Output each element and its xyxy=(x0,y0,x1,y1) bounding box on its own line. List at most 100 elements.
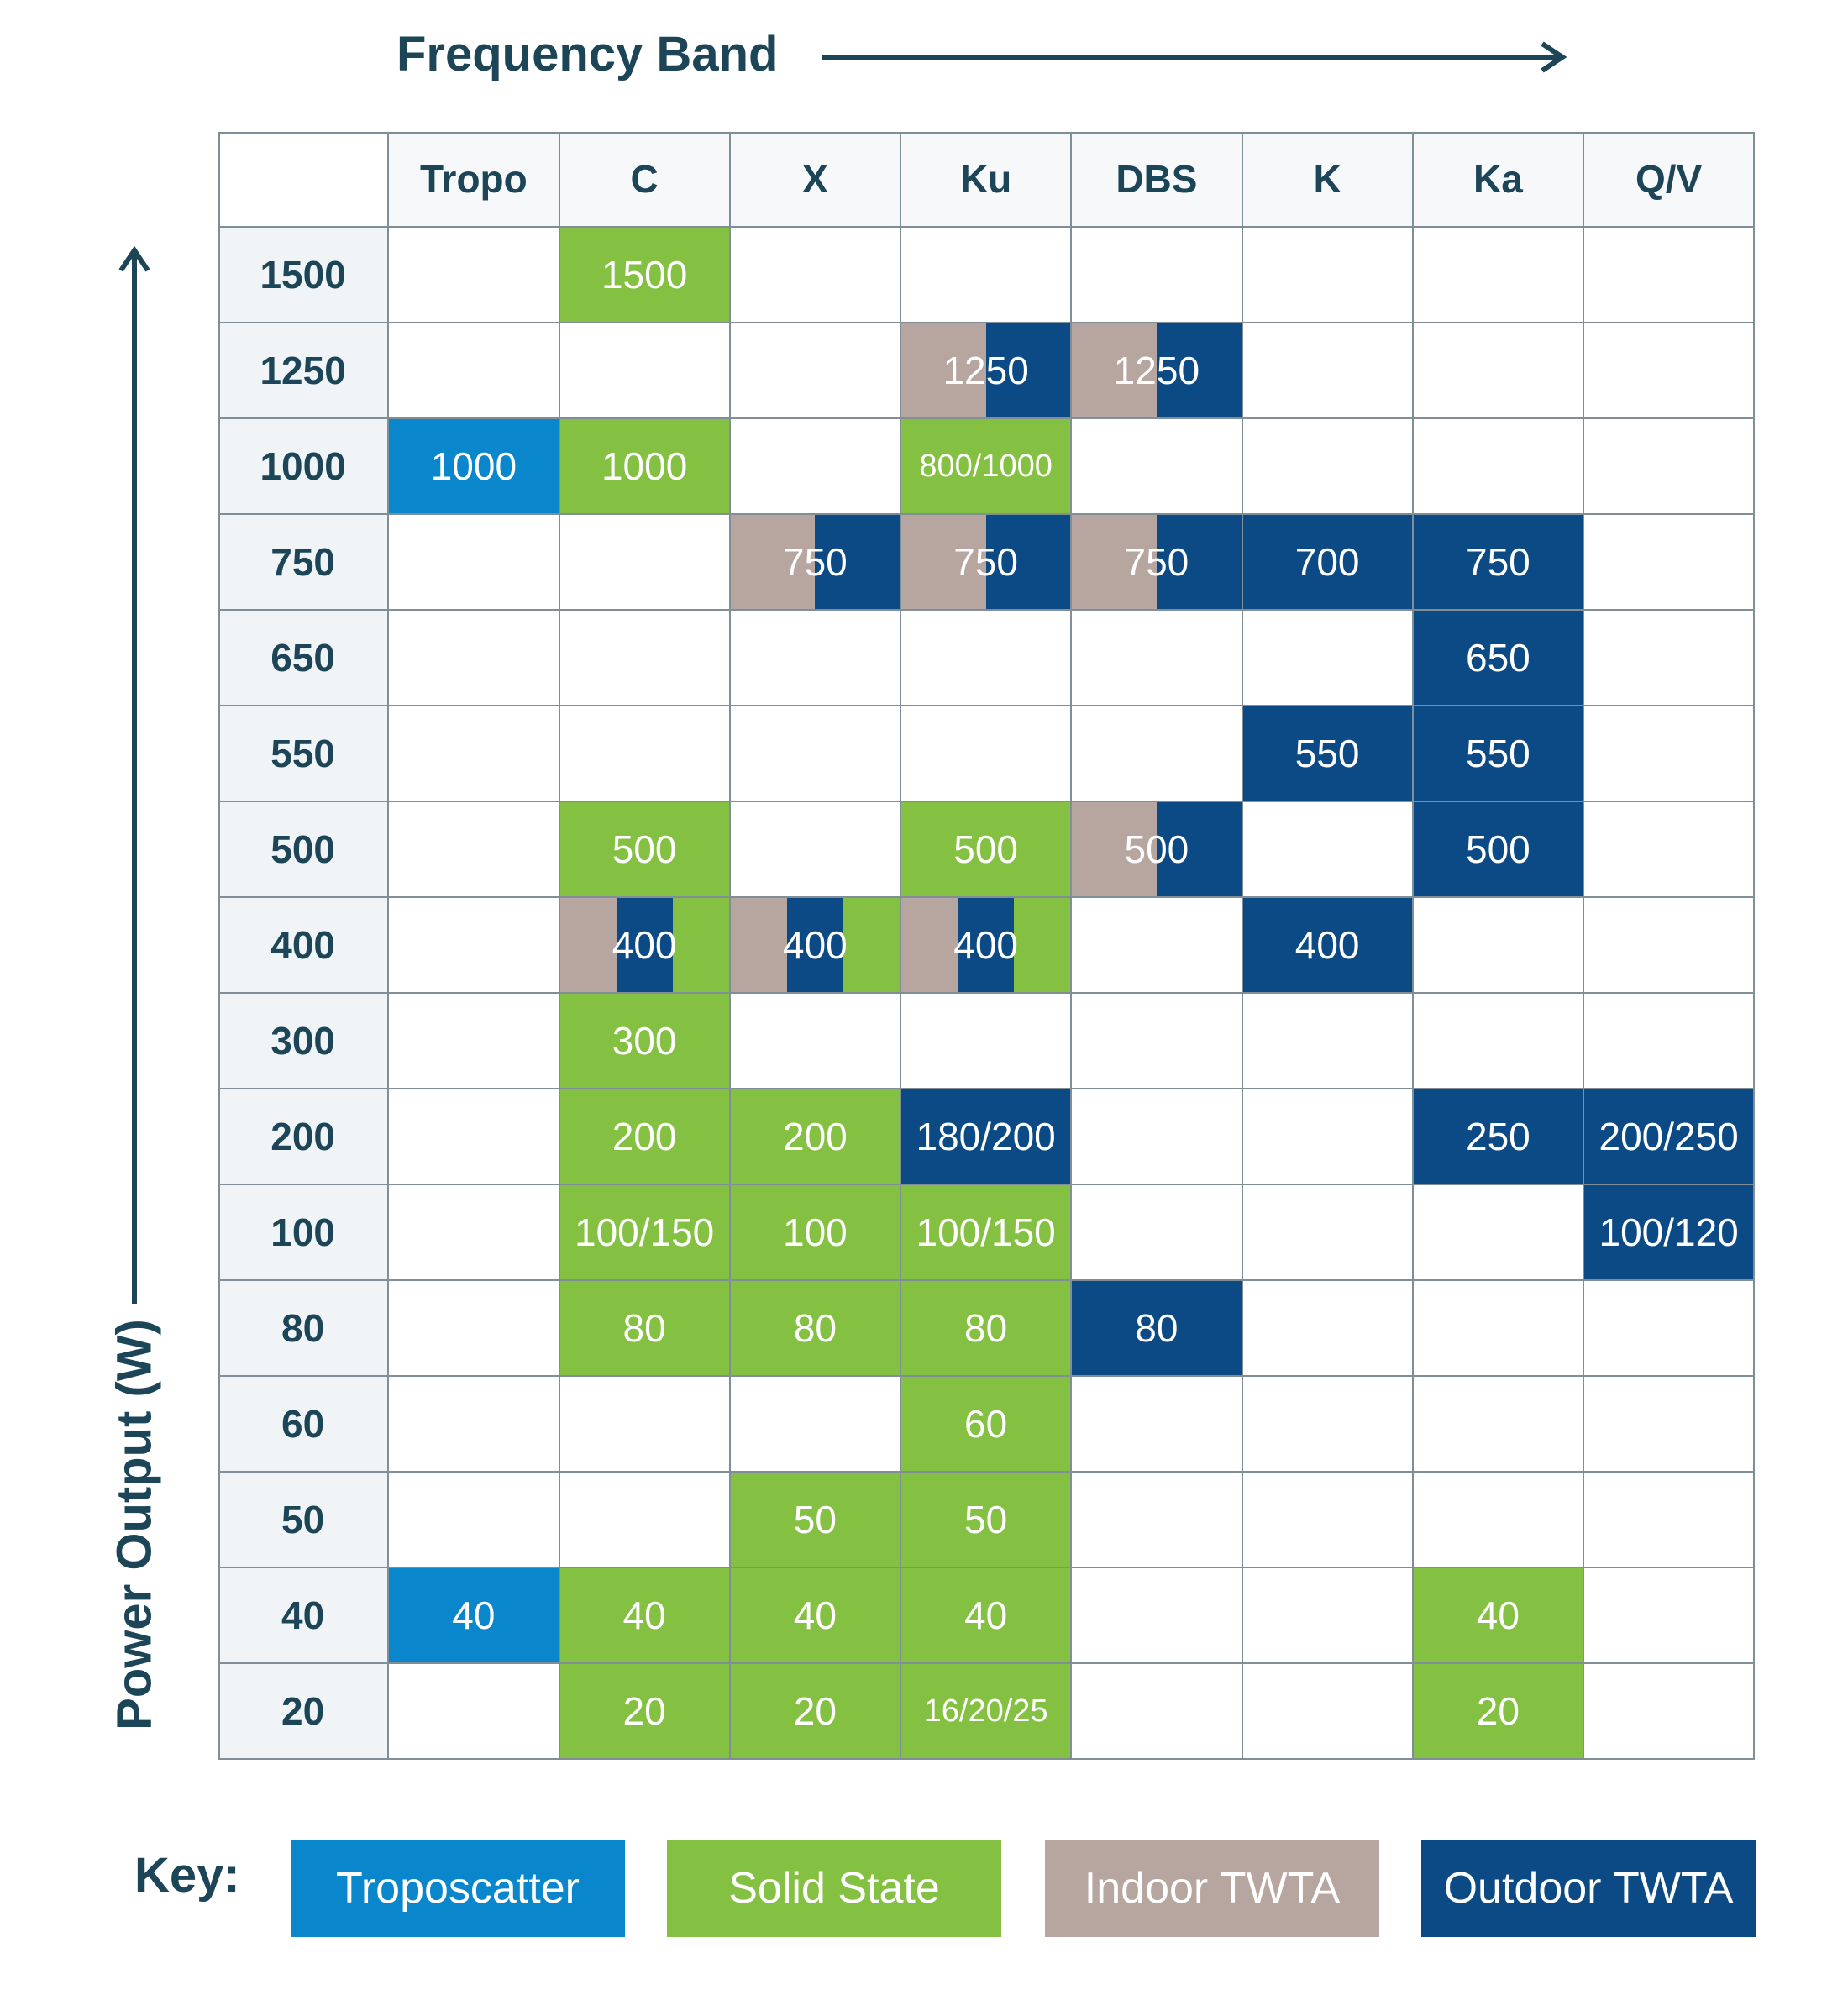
table-cell xyxy=(559,515,731,611)
cell-value: 50 xyxy=(793,1498,837,1541)
table-cell: 80 xyxy=(730,1281,901,1377)
cell-value: 400 xyxy=(783,923,848,967)
table-cell xyxy=(1413,419,1584,515)
row-header: 60 xyxy=(218,1377,390,1473)
technology-segment xyxy=(1072,515,1157,609)
table-cell xyxy=(1584,994,1756,1089)
cell-value: 400 xyxy=(612,923,677,967)
cell-value: 60 xyxy=(964,1402,1008,1446)
table-cell xyxy=(1242,611,1414,706)
table-cell xyxy=(389,515,560,611)
technology-segment xyxy=(1156,323,1242,417)
row-header: 80 xyxy=(218,1281,390,1377)
table-cell xyxy=(1072,1185,1243,1281)
cell-value: 200/250 xyxy=(1599,1115,1739,1158)
row-header: 1000 xyxy=(218,419,390,515)
table-cell: 500 xyxy=(559,802,731,898)
table-cell xyxy=(1584,515,1756,611)
row-header: 100 xyxy=(218,1185,390,1281)
cell-value: 50 xyxy=(964,1498,1008,1541)
cell-value: 200 xyxy=(612,1115,677,1158)
table-cell xyxy=(1242,323,1414,419)
table-cell xyxy=(389,1473,560,1568)
table-cell xyxy=(1072,419,1243,515)
cell-value: 80 xyxy=(793,1306,837,1350)
table-cell xyxy=(1413,323,1584,419)
cell-value: 20 xyxy=(1476,1689,1520,1733)
technology-segment xyxy=(958,898,1015,992)
table-cell: 650 xyxy=(1413,611,1584,706)
cell-value: 1000 xyxy=(430,444,517,488)
technology-segment xyxy=(1072,802,1157,896)
table-cell xyxy=(389,994,560,1089)
table-cell xyxy=(389,1089,560,1185)
table-cell xyxy=(1072,1664,1243,1760)
column-header: X xyxy=(730,132,901,228)
table-cell xyxy=(389,802,560,898)
technology-segment xyxy=(901,515,986,609)
table-cell xyxy=(1242,1281,1414,1377)
table-cell: 80 xyxy=(901,1281,1073,1377)
table-cell: 80 xyxy=(1072,1281,1243,1377)
cell-value: 40 xyxy=(1476,1593,1520,1637)
table-cell xyxy=(730,611,901,706)
technology-segment xyxy=(1072,323,1157,417)
table-cell xyxy=(389,323,560,419)
row-header: 650 xyxy=(218,611,390,706)
table-cell: 16/20/25 xyxy=(901,1664,1073,1760)
table-cell xyxy=(1072,706,1243,802)
table-cell xyxy=(1242,1664,1414,1760)
table-cell xyxy=(559,1473,731,1568)
technology-segment xyxy=(1014,898,1071,992)
technology-segment xyxy=(1156,515,1242,609)
table-cell xyxy=(901,706,1073,802)
cell-value: 200 xyxy=(783,1115,848,1158)
table-cell: 750 xyxy=(1072,515,1243,611)
key-item: Outdoor TWTA xyxy=(1421,1840,1756,1937)
table-cell xyxy=(1072,1377,1243,1473)
technology-segment xyxy=(985,515,1071,609)
table-cell xyxy=(389,706,560,802)
table-cell: 50 xyxy=(901,1473,1073,1568)
column-header: C xyxy=(559,132,731,228)
cell-value: 650 xyxy=(1466,636,1530,680)
table-cell xyxy=(389,1377,560,1473)
cell-value: 1500 xyxy=(601,253,688,297)
technology-segment xyxy=(672,898,729,992)
table-cell: 300 xyxy=(559,994,731,1089)
technology-segment xyxy=(901,323,986,417)
cell-value: 300 xyxy=(612,1019,677,1063)
row-header: 400 xyxy=(218,898,390,994)
key-item: Indoor TWTA xyxy=(1045,1840,1379,1937)
table-cell: 400 xyxy=(730,898,901,994)
table-cell: 20 xyxy=(730,1664,901,1760)
table-cell: 400 xyxy=(901,898,1073,994)
table-cell xyxy=(1584,1281,1756,1377)
table-cell xyxy=(1072,994,1243,1089)
cell-value: 400 xyxy=(1294,923,1360,967)
cell-value: 550 xyxy=(1294,732,1360,775)
cell-value: 100/150 xyxy=(916,1210,1056,1254)
table-cell xyxy=(389,1185,560,1281)
table-cell xyxy=(1242,802,1414,898)
cell-value: 550 xyxy=(1466,732,1530,775)
table-cell: 40 xyxy=(389,1568,560,1664)
technology-segment xyxy=(786,898,843,992)
cell-value: 20 xyxy=(793,1689,837,1733)
table-cell xyxy=(1413,994,1584,1089)
table-cell xyxy=(559,611,731,706)
table-cell: 100 xyxy=(730,1185,901,1281)
cell-value: 400 xyxy=(953,923,1018,967)
table-cell: 180/200 xyxy=(901,1089,1073,1185)
cell-value: 250 xyxy=(1466,1115,1530,1158)
table-cell xyxy=(389,1281,560,1377)
cell-value: 750 xyxy=(953,540,1018,584)
column-header: Q/V xyxy=(1584,132,1756,228)
table-cell: 20 xyxy=(559,1664,731,1760)
table-cell xyxy=(1584,611,1756,706)
cell-value: 40 xyxy=(793,1593,837,1637)
table-cell xyxy=(730,802,901,898)
table-cell: 1000 xyxy=(559,419,731,515)
table-corner xyxy=(218,132,390,228)
table-cell: 50 xyxy=(730,1473,901,1568)
